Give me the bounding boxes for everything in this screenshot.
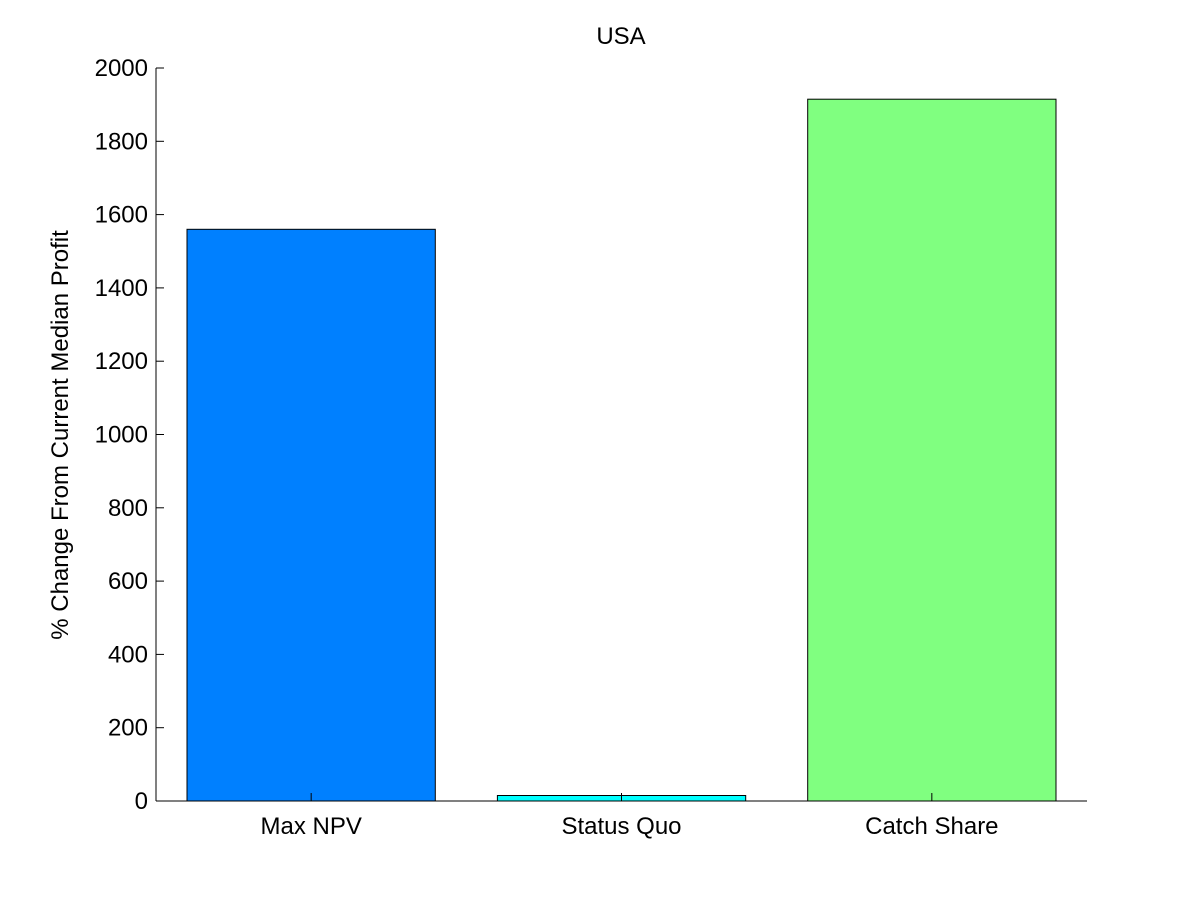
y-tick-label: 1000 <box>95 422 148 449</box>
y-tick-label: 1200 <box>95 348 148 375</box>
bar-catch-share <box>807 98 1057 802</box>
x-tick-label: Catch Share <box>865 813 998 840</box>
y-tick-label: 800 <box>108 495 148 522</box>
y-tick-label: 400 <box>108 641 148 668</box>
y-tick-label: 1400 <box>95 275 148 302</box>
labels-layer: Max NPV Status Quo Catch Share 0 200 400 600 80… <box>95 55 999 840</box>
chart-title: USA <box>596 23 645 50</box>
bar-max-npv <box>186 228 436 802</box>
y-axis-label: % Change From Current Median Profit <box>47 230 74 640</box>
y-tick-label: 1600 <box>95 202 148 229</box>
y-tick-label: 600 <box>108 568 148 595</box>
bars-layer <box>186 98 1057 802</box>
axes-layer <box>155 67 1087 802</box>
y-tick-label: 1800 <box>95 128 148 155</box>
y-tick-label: 200 <box>108 715 148 742</box>
y-tick-label: 0 <box>135 788 148 815</box>
y-tick-label: 2000 <box>95 55 148 82</box>
x-tick-label: Status Quo <box>561 813 681 840</box>
x-tick-label: Max NPV <box>260 813 361 840</box>
